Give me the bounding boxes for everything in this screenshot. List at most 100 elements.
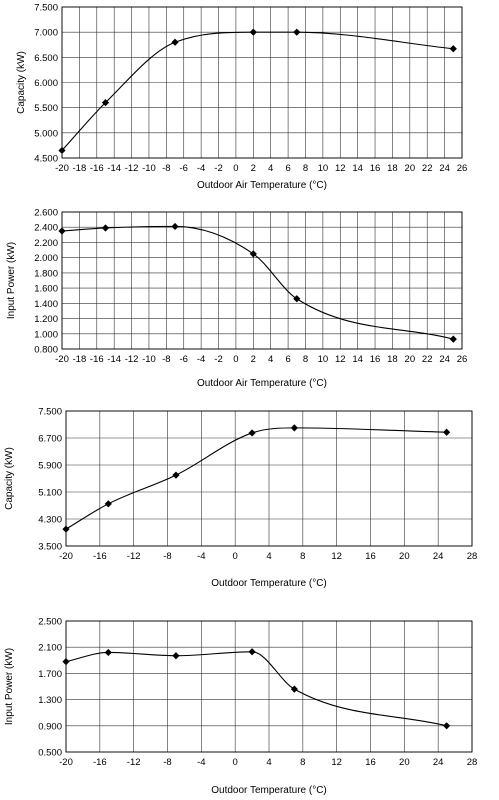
x-tick-label: 6 [285, 163, 290, 174]
x-tick-label: -20 [55, 163, 69, 174]
x-tick-label: 20 [405, 354, 416, 365]
y-tick-label: 6.000 [34, 78, 58, 89]
y-tick-label: 6.500 [34, 53, 58, 64]
x-tick-label: -2 [214, 163, 222, 174]
y-tick-label: 7.500 [38, 407, 62, 418]
x-tick-label: -8 [163, 757, 171, 768]
data-point [443, 722, 451, 730]
data-point [290, 424, 298, 432]
x-tick-label: -12 [125, 163, 139, 174]
data-point [62, 658, 70, 666]
y-tick-label: 0.900 [38, 721, 62, 732]
x-tick-label: 2 [251, 163, 256, 174]
x-tick-label: -16 [93, 757, 107, 768]
plot-frame [61, 6, 463, 159]
x-tick-label: 26 [457, 163, 468, 174]
x-tick-label: 22 [422, 354, 433, 365]
x-tick-label: 14 [352, 354, 363, 365]
y-tick-label: 5.500 [34, 103, 58, 114]
y-tick-label: 4.300 [38, 515, 62, 526]
x-tick-label: 12 [331, 757, 342, 768]
x-axis-title: Outdoor Air Temperature (°C) [197, 378, 327, 389]
x-tick-label: -20 [59, 757, 73, 768]
x-tick-label: 10 [318, 354, 329, 365]
x-tick-label: -8 [162, 354, 170, 365]
data-point [172, 652, 180, 660]
y-tick-label: 5.100 [38, 488, 62, 499]
x-tick-label: 12 [335, 354, 346, 365]
chart-3: -20 -16 -12 -8 -4 0 4 8 12 16 20 24 28 3.500 4.300 5.10… [4, 407, 477, 590]
x-tick-label: -4 [197, 163, 205, 174]
x-tick-label: 16 [365, 551, 376, 562]
x-tick-label: 18 [387, 354, 398, 365]
y-tick-label: 2.600 [34, 208, 58, 219]
x-tick-label: -8 [162, 163, 170, 174]
x-axis-title: Outdoor Temperature (°C) [211, 578, 327, 589]
x-tick-label: 26 [457, 354, 468, 365]
x-tick-label: 0 [233, 551, 238, 562]
x-axis-title: Outdoor Air Temperature (°C) [197, 180, 327, 191]
data-point [449, 335, 457, 343]
x-tick-label: 10 [318, 163, 329, 174]
x-tick-label: -6 [180, 163, 188, 174]
x-tick-label: 28 [467, 757, 478, 768]
y-axis-title: Capacity (kW) [4, 447, 15, 510]
y-tick-label: 3.500 [38, 542, 62, 553]
data-point [248, 648, 256, 656]
x-tick-label: 0 [233, 163, 238, 174]
x-tick-label: -4 [197, 757, 205, 768]
x-tick-label: -6 [180, 354, 188, 365]
data-point [248, 429, 256, 437]
y-tick-label: 1.400 [34, 299, 58, 310]
chart-2: -20 -18 -16 -14 -12 -10 -8 -6 -4 -2 0 2 4 6 8 10 12 14 16 1… [6, 208, 467, 390]
x-tick-label: -12 [127, 551, 141, 562]
y-tick-label: 2.200 [34, 238, 58, 249]
y-tick-label: 1.000 [34, 329, 58, 340]
series-line [65, 427, 447, 530]
y-tick-label: 2.400 [34, 223, 58, 234]
x-tick-label: 0 [233, 354, 238, 365]
plot-frame [61, 211, 463, 350]
y-tick-label: 6.700 [38, 434, 62, 445]
series-line [65, 651, 447, 727]
y-tick-label: 2.500 [38, 617, 62, 628]
y-tick-label: 1.700 [38, 669, 62, 680]
x-tick-label: 6 [285, 354, 290, 365]
data-point [290, 685, 298, 693]
data-point [249, 28, 257, 36]
data-point [58, 227, 66, 235]
data-point [104, 648, 112, 657]
y-tick-label: 4.500 [34, 154, 58, 165]
data-point [171, 222, 179, 231]
y-tick-label: 1.300 [38, 695, 62, 706]
x-tick-label: -10 [142, 163, 156, 174]
data-point [171, 38, 179, 46]
y-tick-label: 2.000 [34, 253, 58, 264]
x-tick-label: -16 [90, 163, 104, 174]
x-tick-label: 20 [399, 551, 410, 562]
data-point [58, 146, 66, 155]
data-point [62, 525, 70, 533]
x-tick-label: 24 [433, 551, 444, 562]
data-point [449, 45, 457, 53]
x-tick-label: 4 [266, 551, 271, 562]
x-tick-label: 20 [399, 757, 410, 768]
data-point [293, 295, 301, 303]
series-line [61, 225, 454, 340]
y-axis-title: Input Power (kW) [6, 242, 17, 319]
y-axis-title: Capacity (kW) [16, 51, 27, 114]
x-tick-label: 24 [433, 757, 444, 768]
x-tick-label: 18 [387, 163, 398, 174]
x-tick-label: 16 [370, 163, 381, 174]
x-tick-label: -18 [73, 163, 87, 174]
x-tick-label: 8 [303, 354, 308, 365]
x-tick-label: 4 [268, 163, 273, 174]
x-tick-label: 16 [370, 354, 381, 365]
y-tick-label: 7.000 [34, 28, 58, 39]
x-tick-label: 12 [331, 551, 342, 562]
data-point [249, 250, 257, 258]
x-tick-label: 22 [422, 163, 433, 174]
x-tick-label: 14 [352, 163, 363, 174]
plot-frame [65, 410, 473, 547]
x-tick-label: -20 [59, 551, 73, 562]
